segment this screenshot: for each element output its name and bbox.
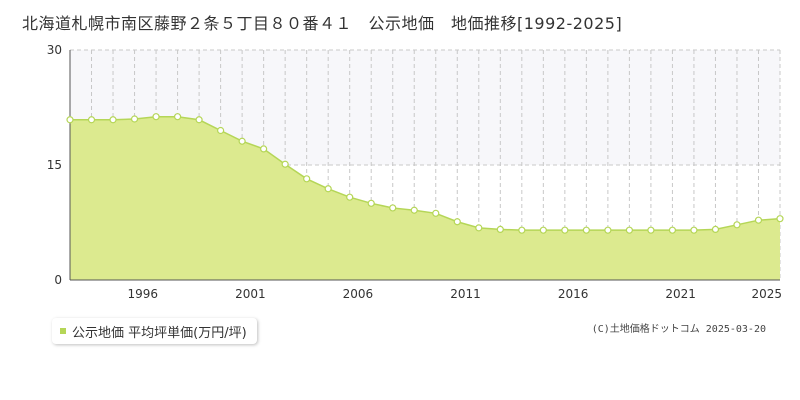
data-point	[711, 225, 720, 233]
data-point	[668, 226, 677, 234]
y-tick-label: 30	[47, 43, 62, 57]
data-point	[410, 206, 418, 214]
data-point	[776, 215, 784, 223]
data-point	[238, 137, 246, 145]
data-point	[130, 115, 139, 123]
data-point	[604, 226, 612, 234]
data-point	[518, 226, 526, 234]
data-point	[432, 209, 440, 217]
area-layer	[70, 115, 781, 280]
series-area	[70, 116, 780, 280]
series-line	[70, 115, 781, 231]
chart-title: 北海道札幌市南区藤野２条５丁目８０番４１ 公示地価 地価推移[1992-2025…	[22, 14, 623, 33]
data-point	[389, 204, 397, 212]
data-point	[496, 225, 504, 233]
data-point	[475, 224, 483, 232]
x-tick-label: 1996	[128, 287, 159, 301]
data-point	[346, 193, 354, 201]
x-tick-label: 2025	[751, 287, 782, 301]
data-point	[647, 226, 655, 234]
data-point	[303, 175, 311, 183]
data-point	[539, 226, 547, 234]
x-tick-label: 2006	[343, 287, 374, 301]
data-point	[733, 221, 741, 229]
data-point	[66, 116, 74, 124]
copyright-text: (C)土地価格ドットコム 2025-03-20	[591, 324, 766, 335]
data-point	[582, 226, 590, 234]
axis-layer	[69, 50, 780, 281]
data-point	[217, 126, 225, 135]
legend-label: 公示地価 平均坪単価(万円/坪)	[72, 325, 247, 341]
data-point	[152, 113, 160, 121]
y-tick-label: 0	[54, 273, 62, 287]
x-tick-label: 2011	[450, 287, 481, 301]
data-point	[260, 145, 268, 153]
y-tick-label: 15	[47, 158, 62, 172]
data-point	[561, 226, 569, 234]
data-point	[173, 113, 182, 121]
legend: 公示地価 平均坪単価(万円/坪)	[52, 318, 257, 344]
data-point	[367, 199, 375, 207]
data-point	[195, 116, 203, 124]
label-layer: 0 15 30 1996 2001 2006 2011 2016 2021 2025	[47, 43, 782, 301]
x-tick-label: 2016	[558, 287, 589, 301]
data-point	[281, 160, 289, 168]
x-tick-label: 2021	[665, 287, 696, 301]
marker-layer	[66, 113, 784, 234]
data-point	[754, 216, 763, 224]
x-tick-label: 2001	[235, 287, 266, 301]
data-point	[324, 185, 332, 193]
data-point	[109, 116, 117, 124]
data-point	[625, 226, 633, 234]
data-point	[453, 218, 461, 226]
legend-marker	[60, 328, 66, 334]
data-point	[690, 226, 698, 234]
data-point	[87, 116, 96, 124]
